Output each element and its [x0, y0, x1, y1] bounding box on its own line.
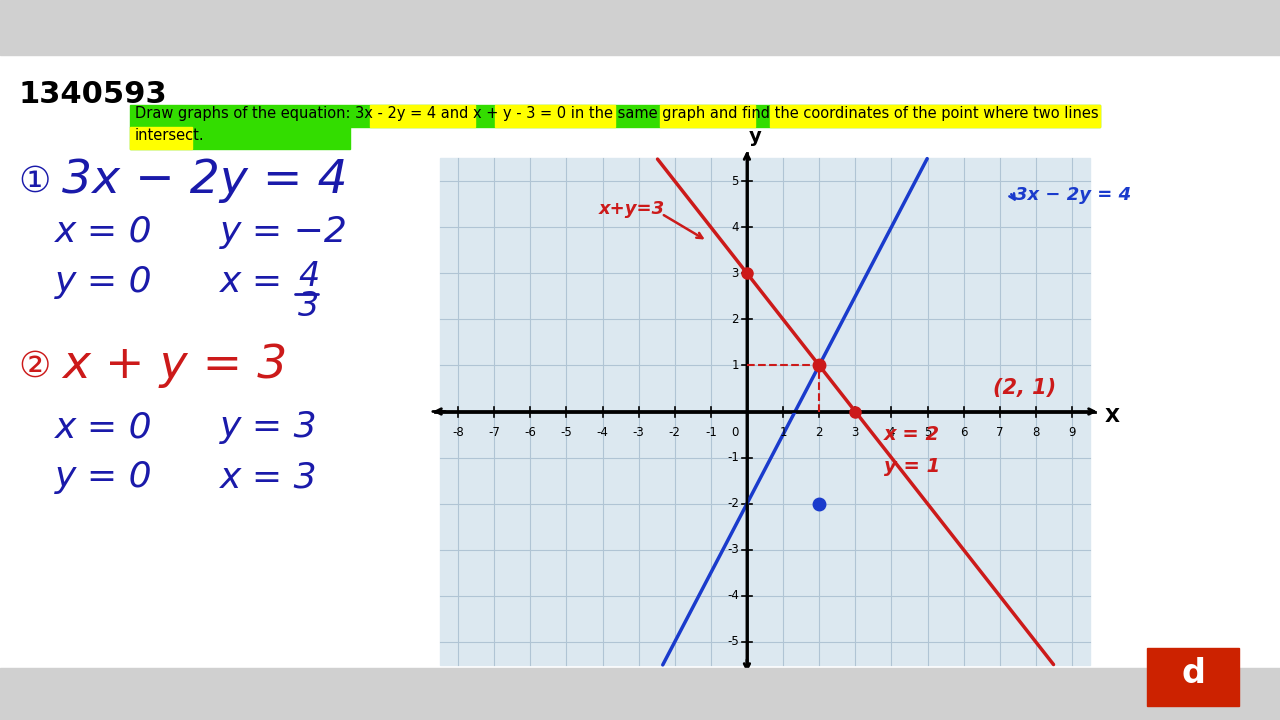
- Text: 4: 4: [887, 426, 895, 438]
- Text: Draw graphs of the equation: 3x - 2y = 4 and x + y - 3 = 0 in the same graph and: Draw graphs of the equation: 3x - 2y = 4…: [134, 106, 1098, 121]
- Bar: [0, 0, 1280, 55]
- Text: 1: 1: [731, 359, 739, 372]
- Text: -5: -5: [727, 636, 739, 649]
- Text: y: y: [749, 127, 762, 146]
- Text: 8: 8: [1032, 426, 1039, 438]
- Bar: [131, 127, 349, 149]
- Bar: [131, 105, 1100, 127]
- Text: -3: -3: [727, 544, 739, 557]
- Text: -7: -7: [488, 426, 500, 438]
- Text: ②: ②: [18, 350, 50, 384]
- Text: 3x − 2y = 4: 3x − 2y = 4: [1015, 186, 1130, 204]
- Text: X: X: [1105, 407, 1120, 426]
- Text: intersect.: intersect.: [134, 128, 205, 143]
- Text: x + y = 3: x + y = 3: [61, 343, 288, 388]
- Text: 5: 5: [732, 174, 739, 187]
- Text: 1340593: 1340593: [18, 80, 166, 109]
- Text: x+y=3: x+y=3: [598, 199, 664, 217]
- Text: -1: -1: [705, 426, 717, 438]
- Text: 5: 5: [924, 426, 931, 438]
- Text: 3: 3: [298, 290, 319, 323]
- Text: (2, 1): (2, 1): [992, 379, 1056, 398]
- Text: 3: 3: [851, 426, 859, 438]
- Text: 7: 7: [996, 426, 1004, 438]
- Text: 4: 4: [298, 260, 319, 293]
- Text: 6: 6: [960, 426, 968, 438]
- Text: 9: 9: [1069, 426, 1075, 438]
- Bar: [370, 105, 475, 127]
- Text: 4: 4: [731, 220, 739, 233]
- Text: 2: 2: [815, 426, 823, 438]
- Text: x =: x =: [220, 265, 283, 299]
- Text: -4: -4: [596, 426, 608, 438]
- Text: d: d: [1181, 657, 1204, 690]
- Text: ①: ①: [18, 165, 50, 199]
- Text: y = 1: y = 1: [884, 457, 941, 477]
- Bar: [0, 668, 1280, 720]
- Text: 3x − 2y = 4: 3x − 2y = 4: [61, 158, 348, 203]
- Bar: [1147, 648, 1239, 706]
- Bar: [495, 105, 614, 127]
- Text: -1: -1: [727, 451, 739, 464]
- Text: 0: 0: [731, 426, 739, 438]
- Text: y = 0: y = 0: [55, 460, 152, 494]
- Text: x = 2: x = 2: [884, 425, 941, 444]
- Text: 1: 1: [780, 426, 787, 438]
- Bar: [771, 105, 1100, 127]
- Text: y = −2: y = −2: [220, 215, 348, 249]
- Bar: [131, 127, 192, 149]
- Text: 3: 3: [732, 266, 739, 280]
- Text: -6: -6: [525, 426, 536, 438]
- Text: y = 0: y = 0: [55, 265, 152, 299]
- Text: y = 3: y = 3: [220, 410, 317, 444]
- Text: x = 0: x = 0: [55, 215, 152, 249]
- Text: -3: -3: [632, 426, 645, 438]
- Text: -5: -5: [561, 426, 572, 438]
- Text: x = 0: x = 0: [55, 410, 152, 444]
- Text: 2: 2: [731, 312, 739, 326]
- Text: -4: -4: [727, 590, 739, 603]
- Text: -2: -2: [668, 426, 681, 438]
- Bar: [440, 158, 1091, 665]
- Text: -8: -8: [452, 426, 463, 438]
- Text: x = 3: x = 3: [220, 460, 317, 494]
- Bar: [660, 105, 755, 127]
- Text: -2: -2: [727, 498, 739, 510]
